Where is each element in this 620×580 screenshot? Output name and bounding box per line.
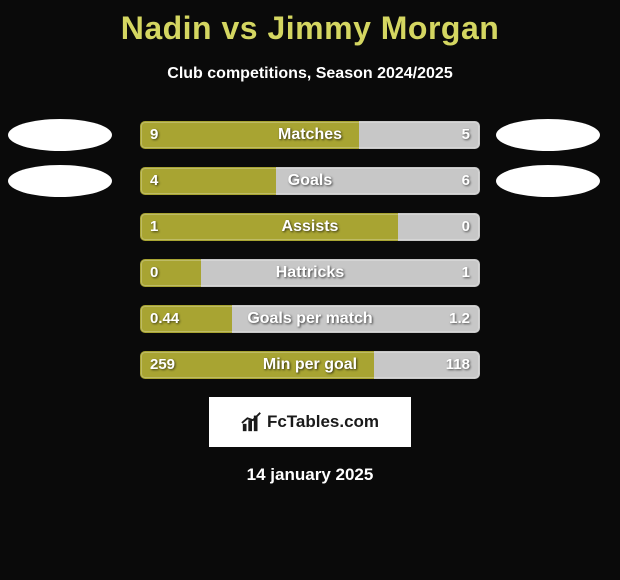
stat-label: Matches: [140, 121, 480, 149]
bar-chart-icon: [241, 411, 263, 433]
player-avatar-left: [8, 119, 112, 151]
player-avatar-right: [496, 165, 600, 197]
stats-area: 95Matches 46Goals 10Assists 01Hattricks 0.44…: [0, 121, 620, 379]
stat-row: 95Matches: [0, 121, 620, 149]
footer: FcTables.com 14 january 2025: [0, 397, 620, 485]
date-text: 14 january 2025: [0, 465, 620, 485]
stat-label: Goals: [140, 167, 480, 195]
subtitle: Club competitions, Season 2024/2025: [0, 65, 620, 83]
player-avatar-right: [496, 119, 600, 151]
stat-label: Hattricks: [140, 259, 480, 287]
stat-row: 01Hattricks: [0, 259, 620, 287]
logo-text: FcTables.com: [267, 412, 379, 432]
stat-row: 0.441.2Goals per match: [0, 305, 620, 333]
comparison-infographic: Nadin vs Jimmy Morgan Club competitions,…: [0, 0, 620, 580]
stat-label: Assists: [140, 213, 480, 241]
player-avatar-left: [8, 165, 112, 197]
fctables-logo-box: FcTables.com: [209, 397, 411, 447]
stat-label: Min per goal: [140, 351, 480, 379]
stat-row: 10Assists: [0, 213, 620, 241]
stat-row: 259118Min per goal: [0, 351, 620, 379]
stat-label: Goals per match: [140, 305, 480, 333]
fctables-logo: FcTables.com: [241, 411, 379, 433]
page-title: Nadin vs Jimmy Morgan: [0, 0, 620, 47]
stat-row: 46Goals: [0, 167, 620, 195]
